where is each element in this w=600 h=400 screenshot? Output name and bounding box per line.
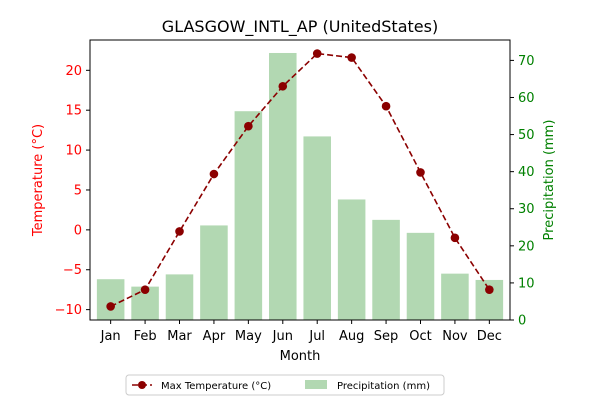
temperature-point-dec: [485, 285, 494, 294]
right-y-axis-label: Precipitation (mm): [542, 120, 557, 241]
precip-bar-aug: [337, 199, 366, 320]
temperature-point-feb: [140, 285, 150, 294]
temperature-point-jul: [312, 49, 322, 58]
right-y-tick-label: 30: [518, 202, 535, 217]
x-tick-label-jan: Jan: [100, 329, 121, 344]
precip-bar-jan: [96, 279, 125, 320]
right-y-tick-label: 70: [518, 54, 535, 69]
x-tick-label-dec: Dec: [477, 329, 502, 344]
temperature-point-jun: [278, 81, 288, 91]
left-y-tick-label: 10: [65, 144, 82, 159]
left-y-tick-label: 5: [74, 183, 82, 198]
left-y-tick-label: −5: [63, 263, 82, 278]
right-y-tick-label: 0: [518, 314, 526, 329]
temperature-point-apr: [209, 169, 219, 179]
right-y-tick-label: 50: [518, 128, 535, 143]
x-tick-label-jun: Jun: [272, 329, 293, 344]
x-tick-label-may: May: [235, 329, 262, 344]
left-y-axis-label: Temperature (°C): [31, 124, 46, 237]
x-tick-label-jul: Jul: [308, 329, 325, 344]
precip-bar-sep: [372, 219, 400, 320]
x-tick-label-sep: Sep: [374, 329, 399, 344]
x-tick-label-aug: Aug: [339, 329, 364, 344]
right-y-tick-label: 60: [518, 91, 535, 106]
left-y-tick-label: 0: [74, 223, 82, 238]
precip-bar-apr: [200, 225, 228, 320]
precip-bar-oct: [406, 232, 435, 320]
temperature-point-oct: [416, 168, 425, 177]
x-tick-label-oct: Oct: [409, 329, 431, 344]
temperature-point-nov: [450, 233, 460, 243]
temperature-point-jan: [106, 302, 115, 311]
x-tick-label-mar: Mar: [167, 329, 192, 344]
temperature-point-may: [244, 121, 253, 131]
precip-bar-nov: [441, 273, 469, 320]
legend-point-marker: [138, 381, 146, 389]
precip-bar-jul: [303, 136, 331, 320]
plot-frame: [89, 39, 511, 321]
precip-bar-may: [234, 111, 263, 321]
legend-box: [125, 374, 445, 396]
precip-bar-mar: [165, 274, 194, 320]
left-y-tick-label: −10: [55, 303, 82, 318]
chart-title: GLASGOW_INTL_AP (UnitedStates): [162, 17, 438, 37]
left-y-tick-label: 20: [65, 64, 82, 79]
x-tick-label-apr: Apr: [203, 329, 226, 344]
precip-bar-jun: [269, 52, 297, 320]
x-tick-label-feb: Feb: [134, 329, 157, 344]
legend-label-temperature: Max Temperature (°C): [161, 381, 271, 392]
legend-label-precipitation: Precipitation (mm): [337, 381, 430, 392]
temperature-point-aug: [347, 53, 356, 62]
temperature-point-mar: [175, 227, 184, 236]
left-y-tick-label: 15: [65, 104, 82, 119]
x-axis-label: Month: [280, 349, 321, 364]
right-y-tick-label: 10: [518, 276, 535, 291]
right-y-tick-label: 40: [518, 165, 535, 180]
legend-bar-marker: [305, 380, 327, 389]
temperature-point-sep: [381, 101, 391, 111]
x-tick-label-nov: Nov: [442, 329, 468, 344]
temperature-line: [110, 52, 491, 308]
right-y-tick-label: 20: [518, 239, 535, 254]
